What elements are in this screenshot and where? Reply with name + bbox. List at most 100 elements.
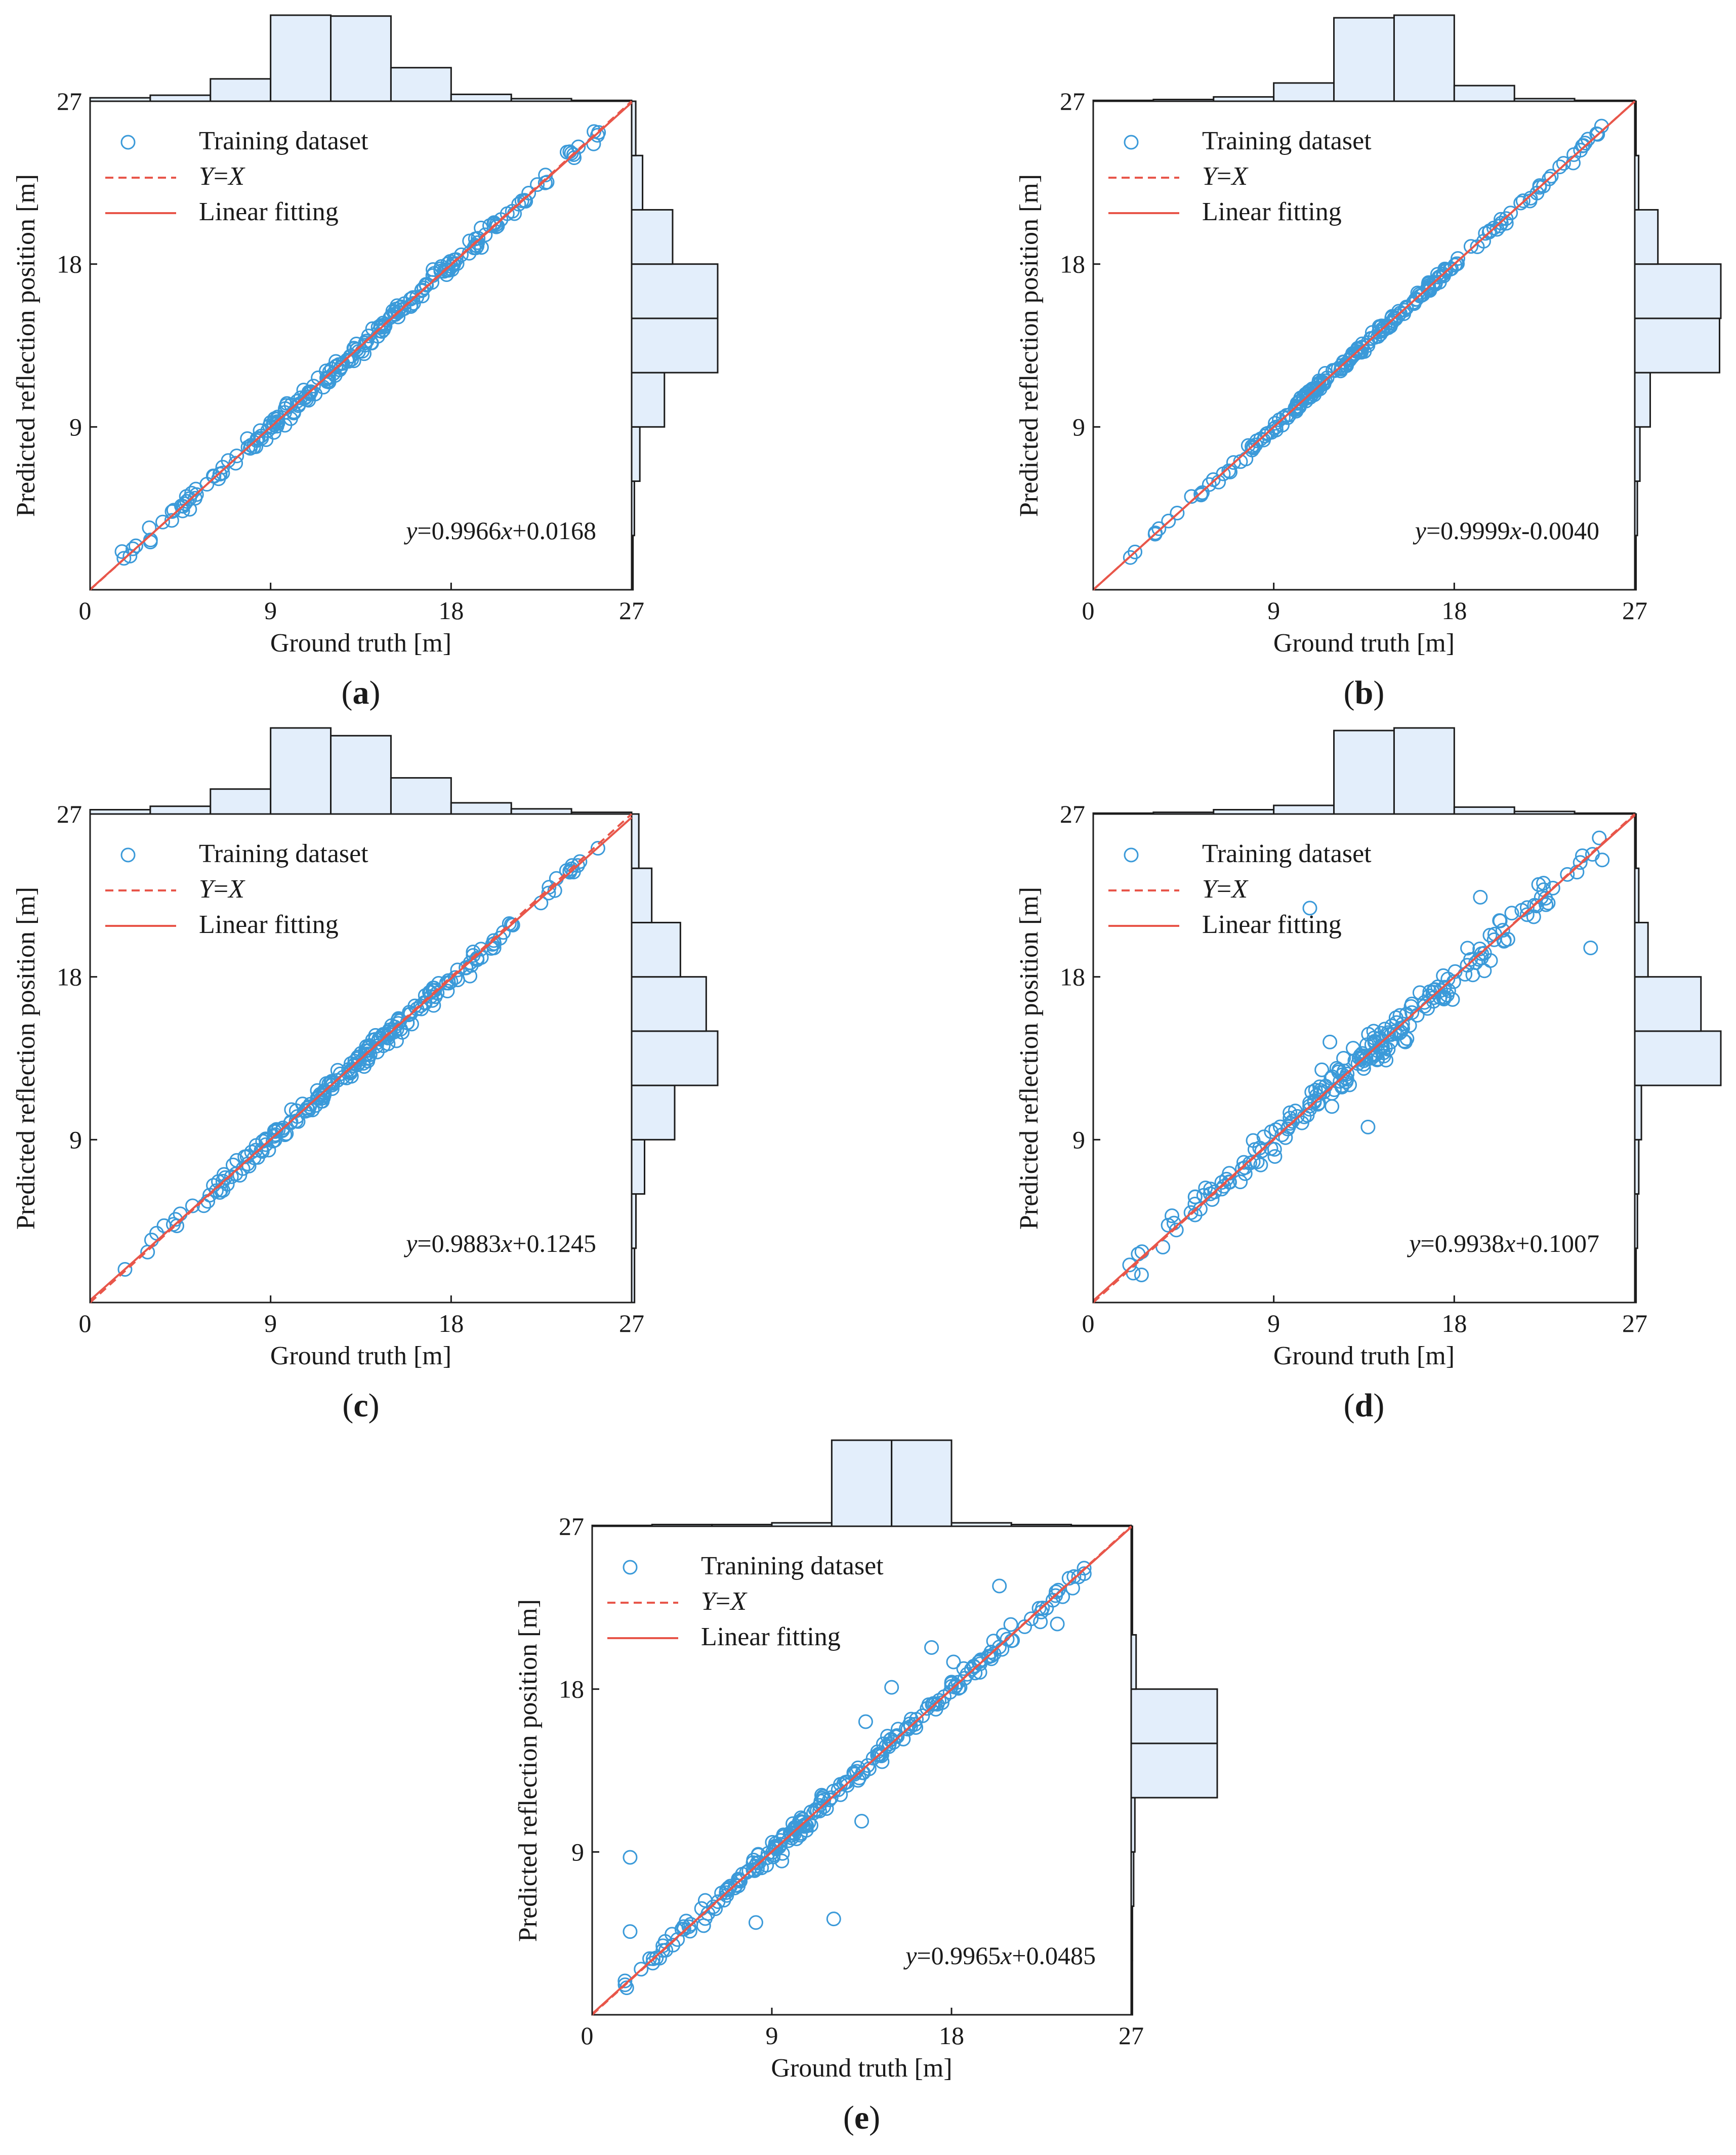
panel-a: 0 9 18 27 9 18 27 Ground truth [m] Predicted ref…: [12, 14, 719, 711]
scatter-point: [1414, 288, 1429, 303]
scatter-point: [1246, 439, 1261, 455]
scatter-point: [1048, 1588, 1063, 1603]
scatter-point: [1214, 1182, 1229, 1197]
top-hist-bar: [1393, 727, 1455, 815]
scatter-point: [389, 1022, 404, 1037]
scatter-point: [700, 1906, 716, 1921]
scatter-point: [333, 360, 348, 375]
scatter-point: [426, 262, 441, 277]
scatter-point: [1483, 953, 1498, 968]
scatter-point: [759, 1858, 774, 1873]
top-histogram: [1092, 14, 1636, 102]
y-tick-label: 27: [559, 1512, 584, 1540]
scatter-point: [1134, 1268, 1149, 1283]
scatter-point: [1300, 386, 1315, 401]
legend-label-dataset: Training dataset: [1202, 127, 1372, 155]
top-hist-bar: [450, 802, 512, 815]
top-hist-bar: [270, 727, 332, 815]
scatter-point: [1544, 169, 1559, 184]
scatter-point: [530, 177, 545, 192]
scatter-point: [446, 257, 462, 272]
scatter-point: [1538, 890, 1553, 906]
scatter-point: [260, 423, 275, 438]
scatter-point: [946, 1654, 961, 1670]
scatter-point: [164, 513, 179, 528]
top-histogram: [591, 1439, 1132, 1527]
scatter-point: [1426, 990, 1441, 1005]
scatter-point: [298, 1104, 313, 1119]
scatter-point: [798, 1817, 813, 1832]
scatter-point: [1493, 913, 1508, 928]
fit-line: [1092, 100, 1636, 591]
scatter-point: [924, 1640, 939, 1655]
scatter-point: [373, 318, 388, 333]
scatter-point: [646, 1951, 661, 1966]
scatter-point: [440, 984, 455, 999]
scatter-point: [240, 431, 255, 446]
legend-label-identity: Y=X: [1202, 875, 1249, 904]
scatter-point: [1425, 985, 1440, 1000]
x-tick-label: 0: [1082, 596, 1095, 625]
scatter-point: [298, 389, 313, 404]
scatter-point: [1161, 1217, 1176, 1233]
scatter-point: [1471, 952, 1486, 967]
scatter-point: [116, 551, 132, 566]
scatter-point: [496, 925, 511, 940]
scatter-point: [973, 1652, 988, 1668]
legend-label-fit: Linear fitting: [1202, 910, 1342, 939]
right-hist-bar: [1130, 1742, 1218, 1799]
scatter-point: [1366, 1024, 1381, 1039]
fit-equation: y=0.9965x+0.0485: [903, 1941, 1096, 1970]
top-hist-bar: [330, 735, 392, 815]
scatter-point: [731, 1872, 746, 1887]
scatter-point: [1552, 159, 1567, 175]
legend: Training dataset Y=X Linear fitting: [105, 127, 368, 226]
scatter-point: [1221, 463, 1236, 478]
scatter-point: [930, 1697, 945, 1712]
scatter-point: [270, 414, 285, 429]
scatter-point: [617, 1973, 633, 1988]
scatter-point: [1542, 171, 1557, 186]
y-tick-label: 9: [1072, 413, 1085, 441]
scatter-point: [806, 1805, 821, 1820]
scatter-point: [826, 1912, 841, 1927]
y-axis-title: Predicted reflection position [m]: [514, 1599, 543, 1942]
scatter-point: [1379, 1052, 1394, 1068]
scatter-point: [417, 280, 432, 296]
y-tick-label: 9: [571, 1838, 584, 1866]
scatter-point: [155, 514, 170, 530]
y-tick-label: 27: [1060, 87, 1085, 115]
scatter-point: [1519, 907, 1535, 922]
legend-label-identity: Y=X: [701, 1587, 748, 1616]
fit-equation: y=0.9966x+0.0168: [403, 516, 596, 545]
top-hist-bar: [1273, 82, 1335, 102]
scatter-point: [185, 1198, 200, 1213]
top-histogram: [89, 14, 633, 102]
scatter-point: [1308, 1082, 1323, 1097]
scatter-point: [1169, 1223, 1184, 1238]
scatter-point: [787, 1820, 802, 1835]
top-hist-bar: [1453, 85, 1515, 102]
scatter-point: [277, 418, 293, 433]
legend-marker-scatter: [1124, 847, 1139, 863]
scatter-point: [1065, 1580, 1080, 1596]
legend-label-identity: Y=X: [199, 875, 245, 904]
scatter-point: [341, 1062, 356, 1077]
scatter-point: [1242, 1156, 1257, 1171]
scatter-point: [797, 1819, 812, 1834]
scatter-point: [443, 974, 459, 989]
scatter-point: [947, 1680, 963, 1695]
scatter-point: [1128, 544, 1143, 559]
scatter-point: [623, 1924, 638, 1939]
panel-label: (b): [1344, 674, 1385, 711]
scatter-point: [1360, 1119, 1376, 1134]
right-hist-bar: [1634, 1084, 1642, 1141]
x-tick-label: 18: [438, 1309, 464, 1337]
scatter-point: [166, 1217, 181, 1232]
scatter-point: [442, 254, 458, 269]
right-hist-bar: [1634, 976, 1702, 1032]
scatter-point: [1256, 1129, 1271, 1145]
scatter-point: [1283, 1116, 1298, 1131]
scatter-point: [1422, 283, 1437, 298]
panel-d: 0 9 18 27 9 18 27 Ground truth [m] Predicted ref…: [1015, 727, 1722, 1424]
